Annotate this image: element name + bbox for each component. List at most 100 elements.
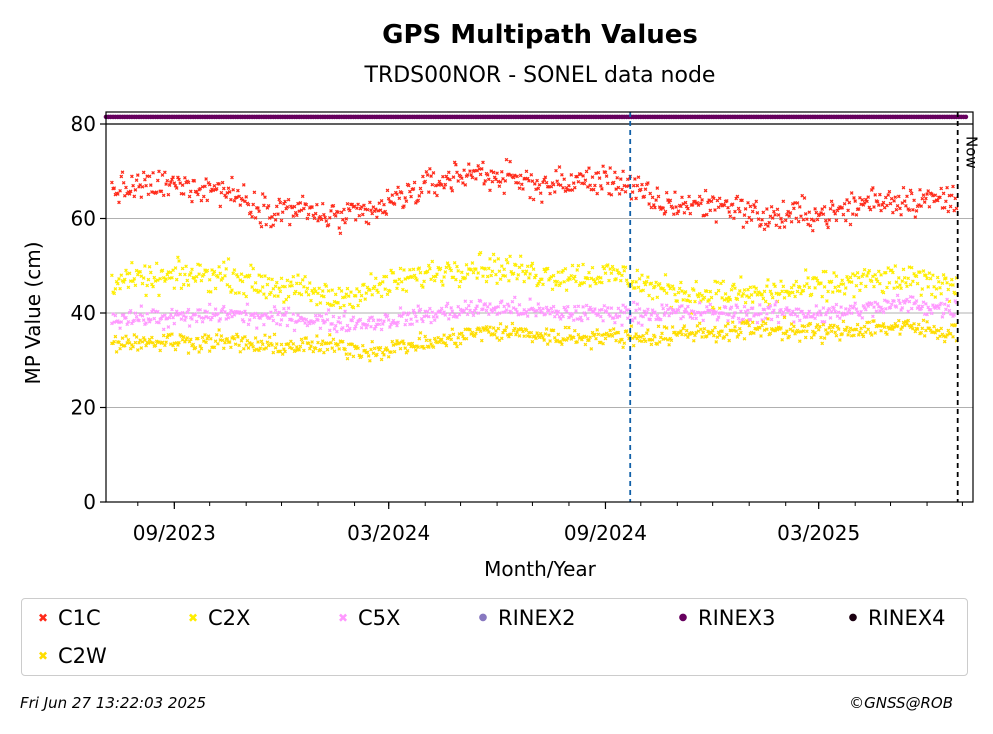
data-point (687, 194, 691, 199)
data-point (163, 170, 167, 175)
data-point (144, 321, 148, 325)
data-point (760, 217, 764, 222)
data-point (265, 340, 270, 345)
data-point (669, 311, 674, 316)
data-point (300, 340, 305, 345)
data-point (583, 178, 588, 183)
data-point (260, 313, 265, 318)
data-point (701, 318, 706, 323)
data-point (527, 276, 531, 280)
data-point (504, 308, 509, 312)
data-point (858, 313, 862, 318)
data-point (478, 329, 483, 334)
data-point (713, 208, 717, 212)
data-point (557, 165, 562, 169)
data-point (243, 274, 247, 279)
legend-dot-marker: ● (848, 612, 858, 623)
data-point (537, 335, 542, 340)
legend-item-rinex2: ● RINEX2 (476, 605, 576, 630)
y-tick-label: 80 (71, 112, 96, 136)
data-point (200, 184, 205, 189)
data-point (759, 334, 763, 338)
data-point (251, 266, 256, 271)
data-point (625, 177, 630, 182)
data-point (670, 206, 675, 210)
data-point (239, 310, 244, 315)
data-point (358, 317, 363, 322)
data-point (702, 295, 707, 300)
data-point (505, 260, 510, 265)
data-point (709, 199, 714, 204)
data-point (524, 169, 529, 174)
data-point (232, 336, 237, 341)
data-point (642, 309, 647, 314)
data-point (135, 348, 140, 352)
data-point (486, 177, 491, 182)
data-point (343, 220, 347, 225)
data-point (488, 257, 492, 261)
data-point (653, 284, 657, 289)
data-point (691, 309, 696, 314)
data-point (421, 319, 425, 324)
data-point (945, 297, 949, 302)
data-point (654, 317, 658, 322)
data-point (511, 306, 516, 310)
data-point (155, 278, 160, 282)
data-point (542, 267, 547, 272)
data-point (876, 269, 881, 274)
data-point (470, 261, 475, 265)
data-point (852, 196, 856, 200)
data-point (708, 302, 713, 307)
data-point (491, 170, 496, 175)
data-point (833, 285, 838, 290)
data-point (575, 174, 580, 179)
data-point (675, 211, 680, 216)
data-point (302, 284, 306, 289)
data-point (490, 332, 495, 336)
data-point (193, 345, 198, 350)
data-point (333, 323, 338, 328)
data-point (430, 259, 435, 264)
data-point (292, 328, 297, 333)
data-point (214, 186, 219, 191)
data-point (370, 339, 375, 344)
data-point (170, 307, 174, 312)
data-point (555, 312, 560, 316)
data-point (753, 205, 757, 210)
data-point (455, 170, 459, 175)
data-point (397, 313, 402, 318)
data-point (648, 317, 653, 322)
data-point (497, 311, 502, 315)
data-point (344, 217, 349, 221)
data-point (517, 302, 522, 307)
data-point (765, 284, 769, 288)
data-point (821, 306, 826, 310)
data-point (326, 341, 331, 346)
data-point (503, 274, 508, 278)
data-point (146, 277, 151, 282)
data-point (875, 199, 880, 204)
data-point (548, 339, 552, 343)
data-point (595, 328, 600, 332)
data-point (252, 348, 257, 353)
data-point (932, 324, 936, 329)
data-point (203, 184, 207, 189)
data-point (874, 277, 879, 281)
data-point (369, 208, 373, 213)
data-point (610, 264, 615, 269)
data-marks (103, 114, 969, 363)
data-point (717, 306, 722, 311)
data-point (327, 328, 332, 333)
data-point (433, 274, 438, 279)
data-point (338, 231, 343, 236)
data-point (124, 185, 128, 190)
data-point (325, 347, 330, 352)
data-point (666, 337, 670, 342)
data-point (121, 180, 126, 185)
data-point (633, 286, 637, 290)
data-point (514, 263, 518, 268)
data-point (739, 275, 743, 279)
data-point (439, 337, 444, 342)
data-point (873, 193, 878, 197)
data-point (483, 267, 488, 271)
